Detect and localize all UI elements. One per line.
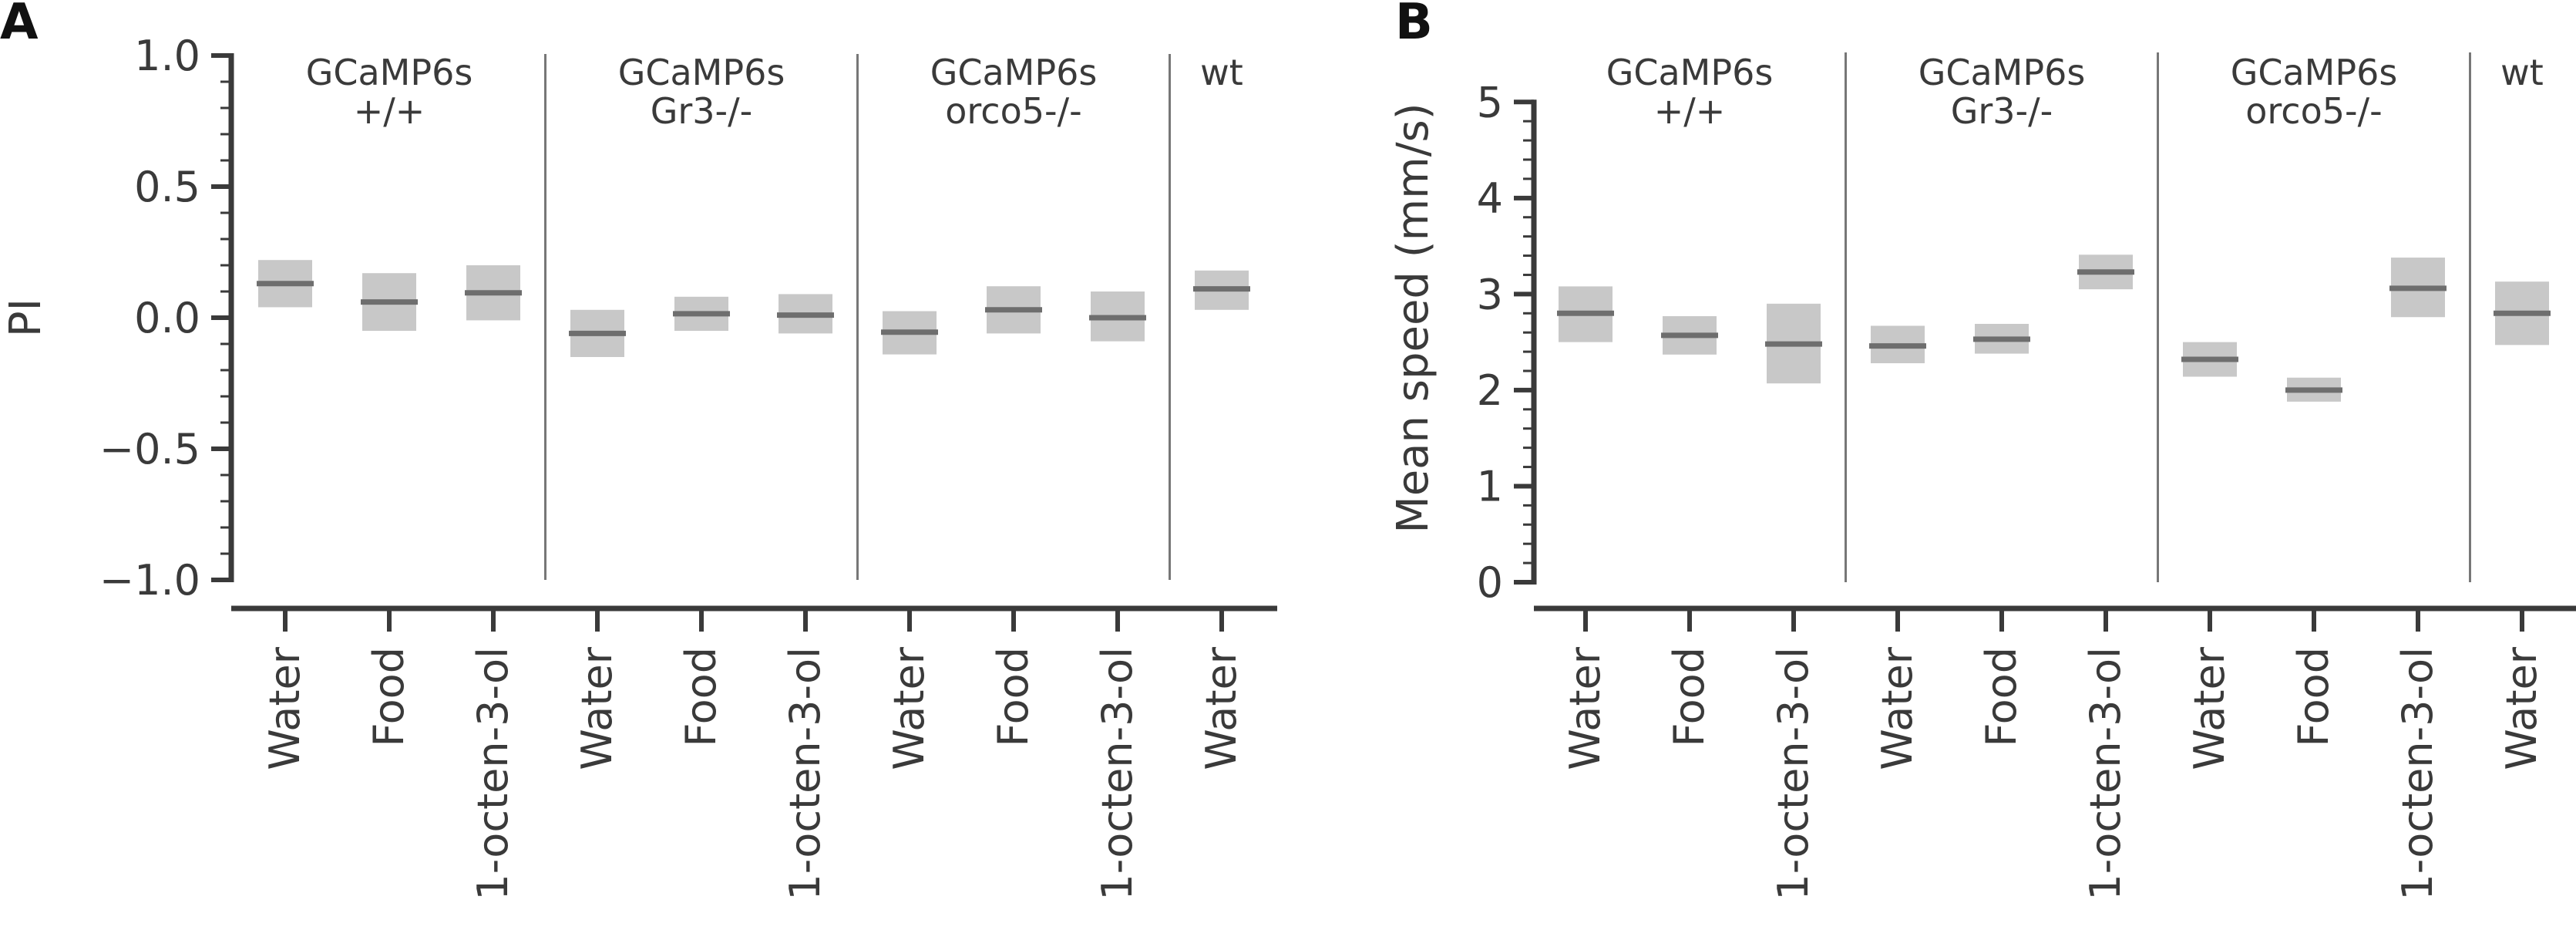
y-axis-label: Mean speed (mm/s) — [1388, 103, 1438, 533]
x-tick-label: Water — [885, 646, 933, 770]
x-tick-label: Water — [2185, 646, 2234, 770]
y-tick-label: 0.0 — [134, 294, 200, 342]
y-tick-label: 2 — [1477, 366, 1503, 415]
group-label: orco5-/- — [2245, 90, 2382, 132]
group-label: orco5-/- — [945, 90, 1081, 132]
group-label: +/+ — [1654, 90, 1726, 132]
group-label: GCaMP6s — [1606, 52, 1774, 93]
x-tick-label: Food — [365, 647, 413, 747]
x-tick-label: Food — [1665, 647, 1713, 747]
y-tick-label: 4 — [1477, 174, 1503, 223]
y-tick-label: −0.5 — [99, 425, 200, 473]
group-label: wt — [2500, 52, 2544, 93]
panel-a-chart: 1.00.50.0−0.5−1.0PIGCaMP6s+/+GCaMP6sGr3-… — [1, 32, 1277, 901]
y-tick-label: 0.5 — [134, 163, 200, 211]
x-tick-label: Water — [261, 646, 309, 770]
x-tick-label: Food — [989, 647, 1037, 747]
group-label: Gr3-/- — [1951, 90, 2053, 132]
group-label: wt — [1200, 52, 1243, 93]
x-tick-label: Food — [2289, 647, 2338, 747]
y-tick-label: 0 — [1477, 558, 1503, 607]
x-tick-label: Water — [573, 646, 621, 770]
group-label: +/+ — [354, 90, 425, 132]
group-label: GCaMP6s — [306, 52, 473, 93]
x-tick-label: Food — [677, 647, 725, 747]
panel-b-letter: B — [1395, 0, 1433, 51]
y-tick-label: 1.0 — [134, 32, 200, 80]
y-tick-label: 5 — [1477, 78, 1503, 126]
x-tick-label: Water — [1561, 646, 1609, 770]
group-label: Gr3-/- — [651, 90, 753, 132]
x-tick-label: Water — [1873, 646, 1922, 770]
x-tick-label: Food — [1977, 647, 2026, 747]
x-tick-label: 1-octen-3-ol — [2393, 647, 2442, 901]
group-label: GCaMP6s — [930, 52, 1098, 93]
x-tick-label: 1-octen-3-ol — [781, 647, 829, 901]
y-axis-label: PI — [1, 298, 51, 337]
x-tick-label: 1-octen-3-ol — [2081, 647, 2130, 901]
group-label: GCaMP6s — [1919, 52, 2086, 93]
panel-a-letter: A — [0, 0, 39, 51]
x-tick-label: 1-octen-3-ol — [469, 647, 517, 901]
group-label: GCaMP6s — [618, 52, 785, 93]
y-tick-label: 1 — [1477, 462, 1503, 510]
y-tick-label: 3 — [1477, 270, 1503, 318]
x-tick-label: Water — [1197, 646, 1246, 770]
x-tick-label: 1-octen-3-ol — [1093, 647, 1142, 901]
x-tick-label: Water — [2497, 646, 2546, 770]
y-tick-label: −1.0 — [99, 556, 200, 605]
group-label: GCaMP6s — [2231, 52, 2398, 93]
x-tick-label: 1-octen-3-ol — [1769, 647, 1818, 901]
